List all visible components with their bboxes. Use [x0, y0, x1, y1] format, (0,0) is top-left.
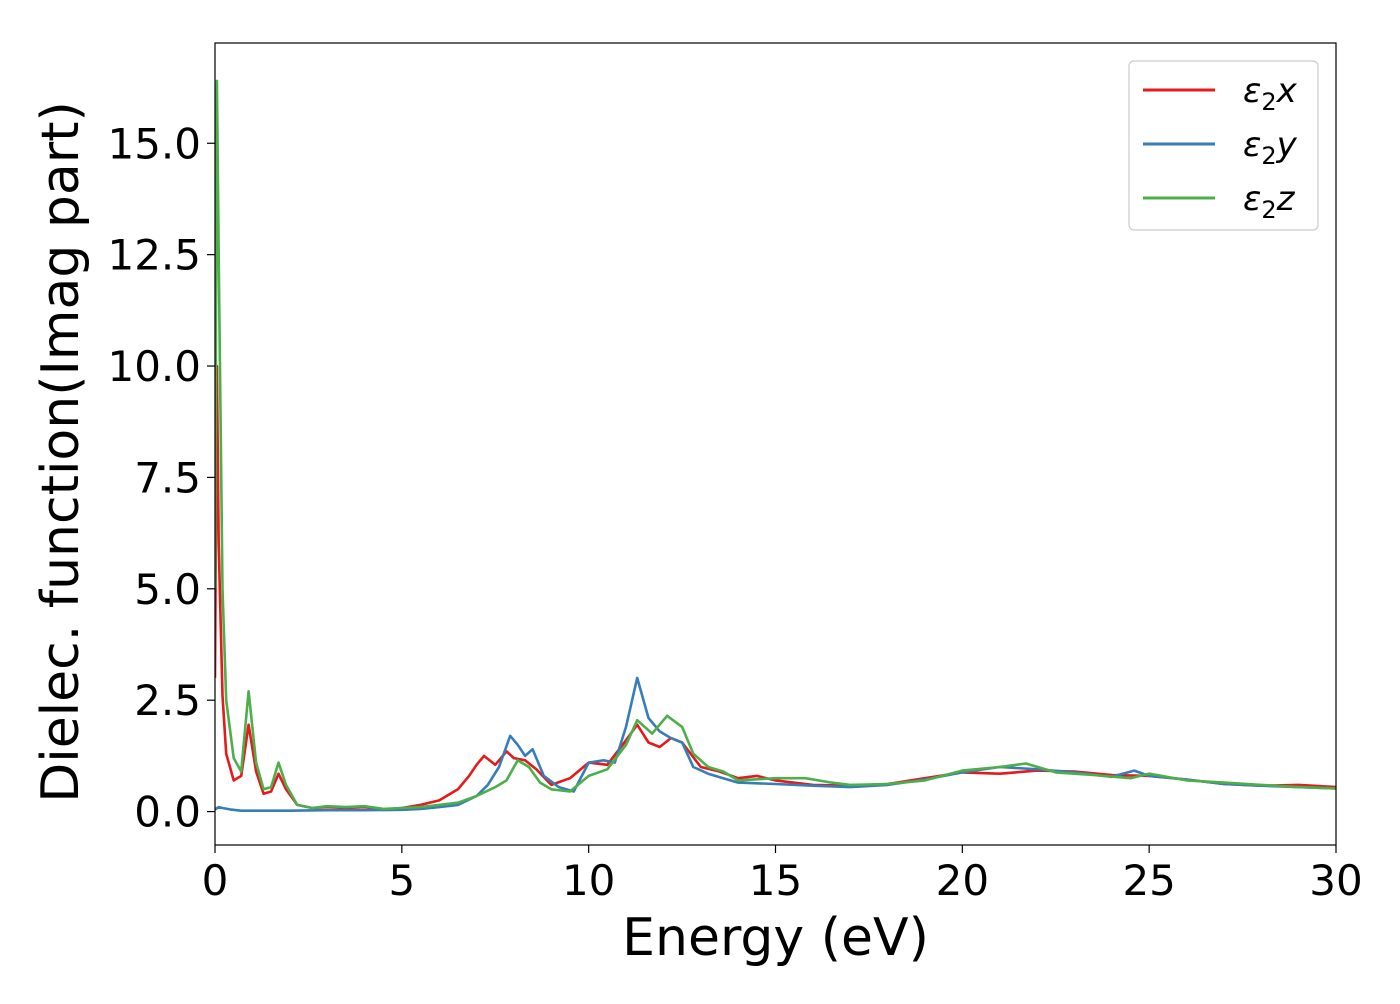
x-tick-label: 5 [388, 856, 415, 905]
legend-item-y: ε2y [1143, 125, 1298, 170]
x-tick-label: 15 [749, 856, 802, 905]
y-tick-label: 5.0 [134, 565, 201, 614]
x-axis: 0 5 10 15 20 25 30 [202, 845, 1363, 905]
y-tick-label: 0.0 [134, 788, 201, 837]
legend-label: ε2z [1243, 179, 1296, 224]
y-tick-label: 2.5 [134, 676, 201, 725]
x-tick-label: 30 [1309, 856, 1362, 905]
legend-label: ε2y [1243, 125, 1298, 170]
series-line-x [215, 364, 1336, 811]
y-axis-title: Dielec. function(Imag part) [31, 101, 91, 803]
x-axis-title: Energy (eV) [622, 908, 929, 968]
y-axis: 0.0 2.5 5.0 7.5 10.0 12.5 15.0 [107, 119, 215, 837]
series-layer [215, 79, 1336, 812]
x-tick-label: 10 [562, 856, 615, 905]
series-line-z [215, 79, 1336, 811]
y-tick-label: 15.0 [107, 119, 201, 168]
legend-label: ε2x [1243, 71, 1298, 116]
y-tick-label: 12.5 [107, 231, 201, 280]
x-tick-label: 25 [1122, 856, 1175, 905]
legend-item-z: ε2z [1143, 179, 1296, 224]
series-line-y [215, 676, 1336, 812]
x-tick-label: 20 [936, 856, 989, 905]
y-tick-label: 7.5 [134, 453, 201, 502]
legend-box [1128, 60, 1319, 231]
legend-item-x: ε2x [1143, 71, 1298, 116]
legend: ε2x ε2y ε2z [1128, 60, 1319, 231]
y-tick-label: 10.0 [107, 342, 201, 391]
x-tick-label: 0 [202, 856, 229, 905]
